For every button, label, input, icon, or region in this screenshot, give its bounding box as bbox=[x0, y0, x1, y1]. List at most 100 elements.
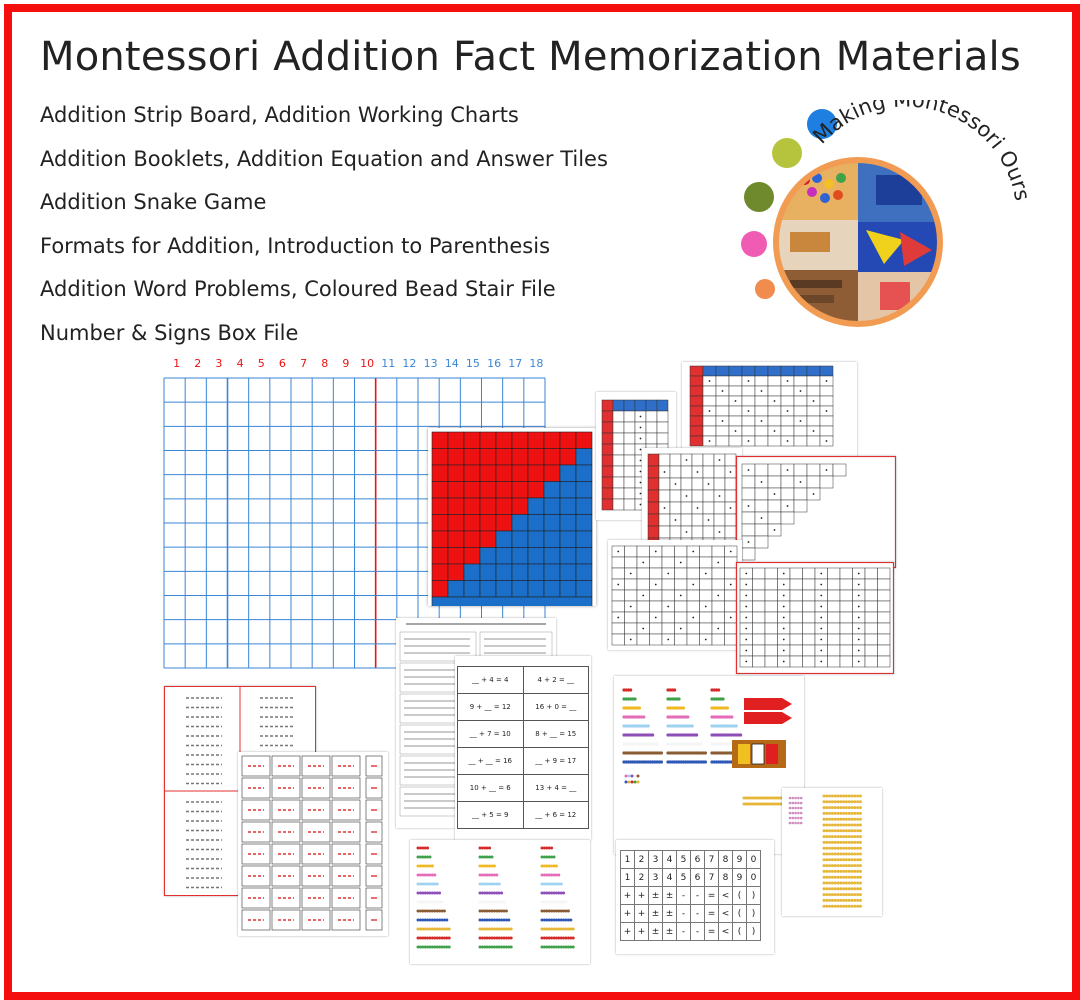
bead bbox=[839, 840, 843, 844]
bead bbox=[703, 760, 707, 764]
chart-cell bbox=[527, 481, 545, 499]
bead bbox=[714, 751, 718, 755]
bead bbox=[622, 715, 626, 719]
bead bbox=[666, 715, 670, 719]
bead bbox=[433, 900, 437, 904]
bead bbox=[686, 742, 690, 746]
bead bbox=[825, 887, 829, 891]
chart-cell bbox=[463, 464, 481, 482]
chart-cell bbox=[463, 547, 481, 565]
bead bbox=[635, 715, 639, 719]
sign-tile: < bbox=[718, 904, 733, 923]
bead bbox=[552, 891, 556, 895]
chart-cell bbox=[543, 514, 561, 532]
bead bbox=[847, 881, 851, 885]
chart-cell bbox=[699, 589, 713, 602]
bead bbox=[488, 945, 492, 949]
bead bbox=[659, 751, 663, 755]
bead bbox=[428, 927, 432, 931]
chart-cell bbox=[636, 633, 650, 646]
bead bbox=[547, 873, 551, 877]
bead bbox=[858, 898, 862, 902]
bead bbox=[622, 751, 626, 755]
chart-cell bbox=[431, 464, 449, 482]
bead bbox=[681, 724, 685, 728]
chart-cell bbox=[634, 399, 647, 412]
bead bbox=[552, 918, 556, 922]
bead bbox=[554, 909, 558, 913]
chart-cell bbox=[575, 464, 593, 482]
materials-list: Addition Strip Board, Addition Working C… bbox=[40, 100, 608, 361]
bead bbox=[657, 760, 661, 764]
chart-cell bbox=[559, 514, 577, 532]
bead-bar-sheet bbox=[782, 788, 882, 916]
bead bbox=[547, 846, 551, 850]
bead bbox=[540, 855, 544, 859]
bead bbox=[858, 829, 862, 833]
chart-cell bbox=[543, 530, 561, 548]
bead bbox=[699, 751, 703, 755]
bead bbox=[844, 835, 848, 839]
bead bbox=[836, 823, 840, 827]
chart-cell bbox=[728, 435, 743, 447]
bead bbox=[850, 811, 854, 815]
bead bbox=[839, 835, 843, 839]
bead bbox=[430, 927, 434, 931]
bead bbox=[822, 904, 826, 908]
chart-cell bbox=[559, 464, 577, 482]
bead bbox=[624, 688, 628, 692]
bead bbox=[442, 945, 446, 949]
bead bbox=[545, 909, 549, 913]
chart-cell bbox=[864, 655, 878, 668]
chart-cell bbox=[864, 644, 878, 657]
bead bbox=[714, 688, 718, 692]
chart-cell bbox=[752, 633, 766, 646]
bead bbox=[488, 864, 492, 868]
bead bbox=[728, 742, 732, 746]
bead bbox=[488, 891, 492, 895]
bead bbox=[670, 751, 674, 755]
bead bbox=[668, 706, 672, 710]
chart-cell bbox=[864, 567, 878, 580]
bead bbox=[495, 945, 499, 949]
sign-tile: ( bbox=[732, 922, 747, 941]
chart-cell bbox=[559, 530, 577, 548]
bead bbox=[557, 927, 561, 931]
bead bbox=[423, 873, 427, 877]
bead bbox=[856, 881, 860, 885]
bead bbox=[629, 724, 633, 728]
chart-cell bbox=[832, 463, 847, 477]
bead bbox=[633, 697, 637, 701]
bead bbox=[428, 909, 432, 913]
bead bbox=[856, 806, 860, 810]
bead bbox=[842, 829, 846, 833]
chart-cell bbox=[649, 600, 663, 613]
bead bbox=[569, 936, 573, 940]
chart-cell bbox=[728, 375, 743, 387]
chart-cell bbox=[680, 513, 693, 527]
bead bbox=[721, 706, 725, 710]
bead bbox=[633, 742, 637, 746]
bead bbox=[418, 909, 422, 913]
chart-cell bbox=[636, 545, 650, 558]
bead bbox=[504, 936, 508, 940]
bead bbox=[836, 806, 840, 810]
bead bbox=[504, 909, 508, 913]
bead bbox=[416, 846, 420, 850]
bead bbox=[856, 852, 860, 856]
bead bbox=[736, 733, 740, 737]
bead bbox=[825, 800, 829, 804]
bead bbox=[552, 900, 556, 904]
bead bbox=[629, 751, 633, 755]
bead bbox=[825, 904, 829, 908]
bead bbox=[478, 864, 482, 868]
chart-cell bbox=[802, 589, 816, 602]
bead bbox=[550, 945, 554, 949]
bead bbox=[688, 724, 692, 728]
bead bbox=[714, 742, 718, 746]
chart-cell bbox=[623, 465, 636, 478]
bead bbox=[670, 742, 674, 746]
bead bbox=[853, 875, 857, 879]
bead bbox=[416, 936, 420, 940]
